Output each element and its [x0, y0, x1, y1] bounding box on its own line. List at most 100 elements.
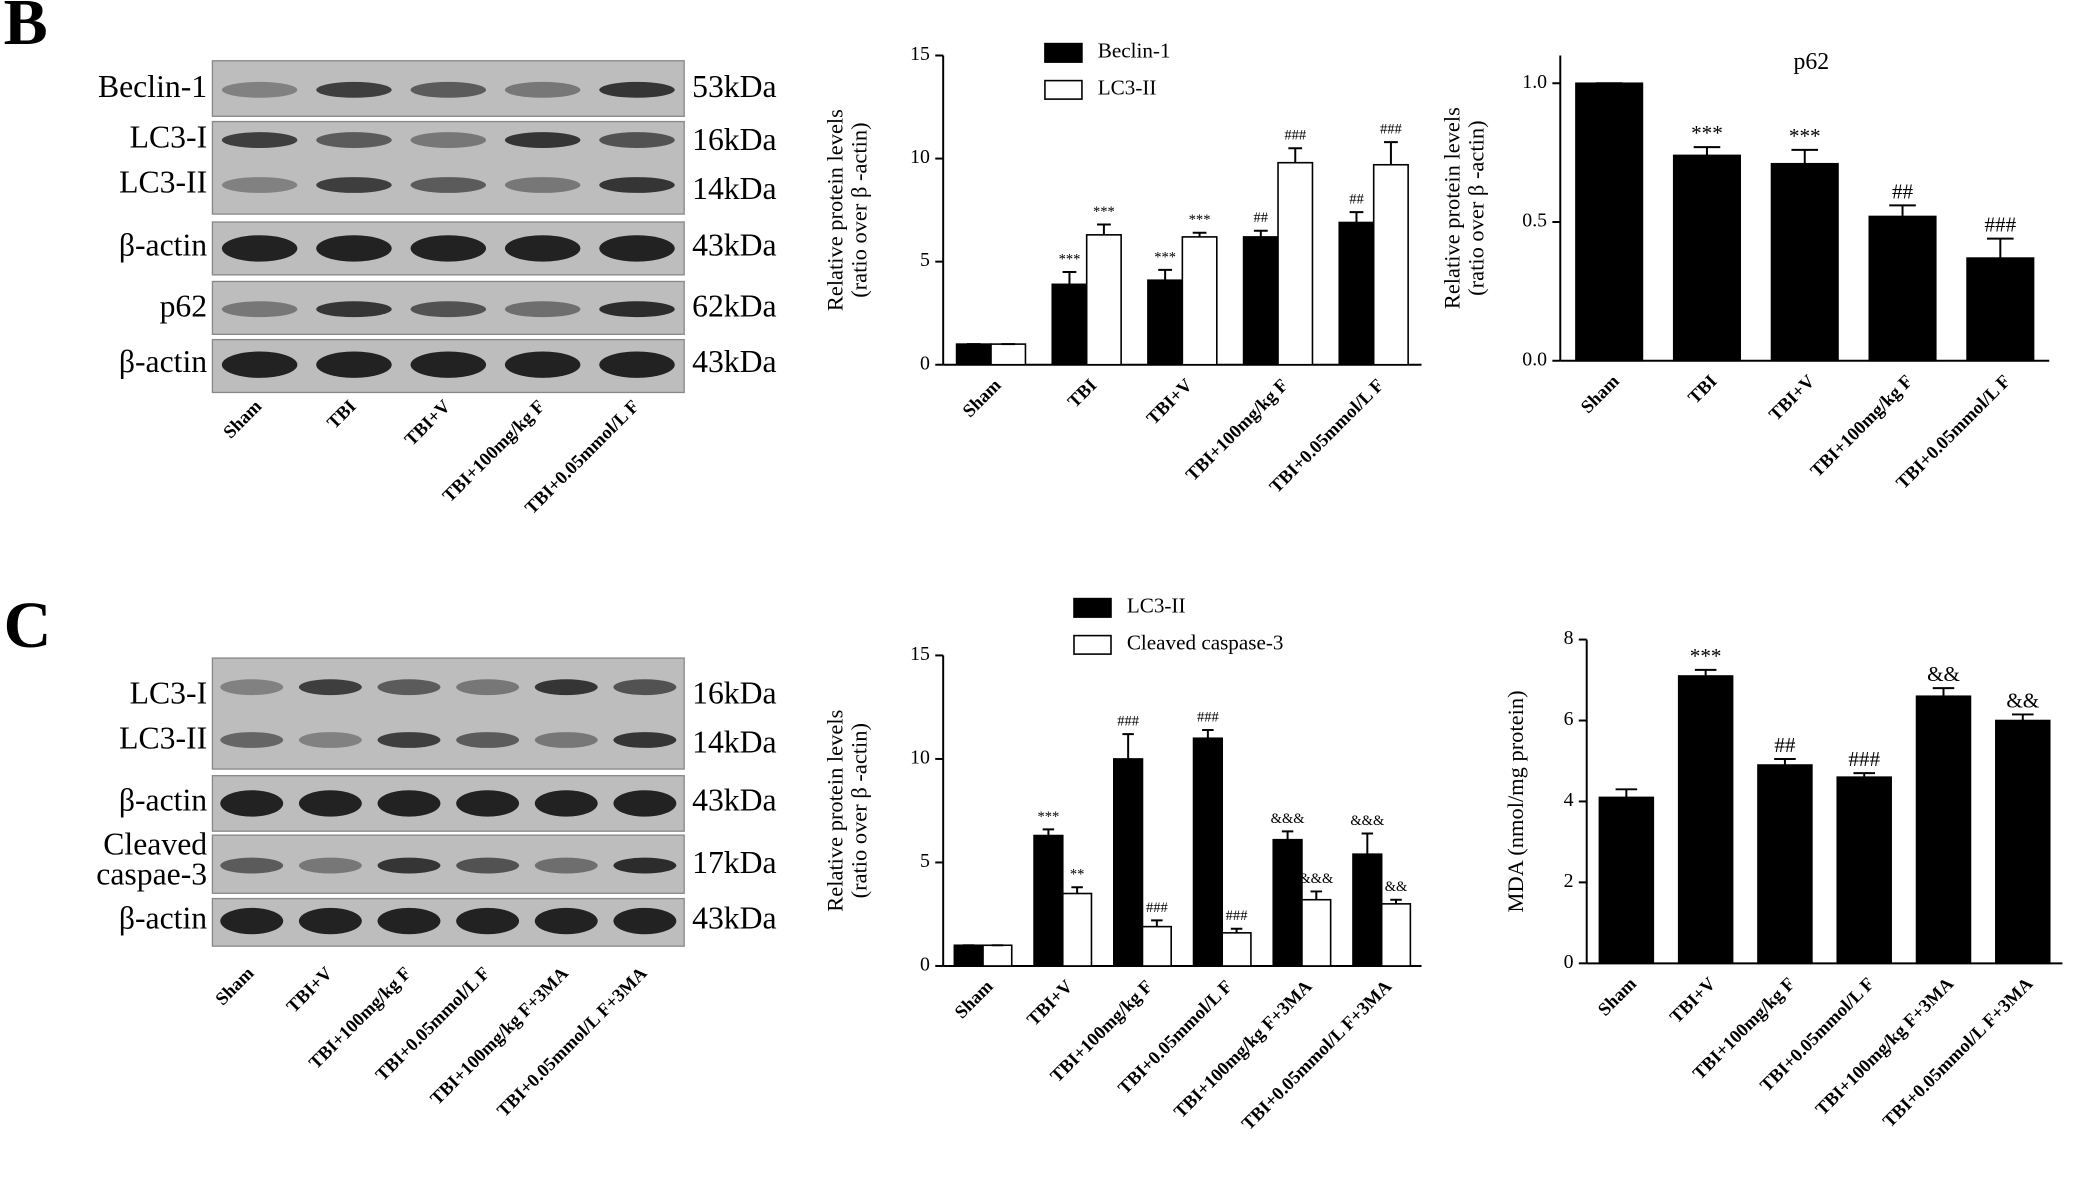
blot-band	[599, 132, 675, 148]
y-axis-label: MDA (nmol/mg protein)	[1503, 690, 1528, 912]
y-tick-label: 5	[920, 249, 930, 271]
blot-band	[504, 351, 581, 378]
blot-band	[377, 732, 441, 748]
significance-label: ###	[1117, 714, 1139, 730]
bar	[1352, 853, 1383, 967]
blot-band	[298, 857, 362, 874]
legend-label: LC3-II	[1127, 594, 1186, 618]
significance-label: &&&	[1271, 811, 1306, 827]
blot-band	[504, 81, 581, 98]
error-bar	[1361, 832, 1374, 855]
bar	[1672, 154, 1742, 362]
blot-row-label: β-actin	[119, 783, 207, 818]
bar	[1242, 236, 1279, 366]
blot-band	[377, 790, 441, 817]
blot-kda: 43kDa	[692, 900, 777, 935]
bar	[1372, 163, 1409, 366]
y-tick-label: 2	[1564, 870, 1574, 892]
blot-band	[221, 81, 298, 98]
blot-band	[599, 81, 675, 98]
bar	[953, 944, 984, 967]
significance-label: ###	[1226, 908, 1248, 924]
bar	[1051, 283, 1088, 366]
blot-band	[316, 235, 392, 262]
significance-label: &&&	[1299, 871, 1334, 887]
error-bar	[2012, 713, 2034, 721]
blot-strip	[211, 775, 685, 832]
blot-band	[221, 301, 298, 318]
blot-band	[613, 790, 677, 817]
error-bar	[1774, 757, 1796, 766]
significance-label: ###	[1146, 900, 1168, 916]
blot-band	[613, 679, 677, 696]
error-bar	[1615, 788, 1638, 798]
legend-label: LC3-II	[1098, 76, 1157, 100]
blot-band	[377, 857, 441, 874]
error-bar	[1062, 270, 1077, 285]
blot-band	[410, 301, 487, 318]
blot-kda: 14kDa	[692, 725, 777, 760]
error-bar	[1042, 828, 1055, 836]
y-tick-label: 15	[910, 643, 930, 665]
bar	[1915, 695, 1972, 965]
significance-label: &&	[1927, 662, 1960, 686]
blot-band	[221, 235, 298, 262]
error-bar	[1230, 927, 1243, 933]
bar	[1380, 903, 1412, 967]
significance-label: ###	[1284, 128, 1306, 144]
y-tick-label: 4	[1564, 789, 1574, 811]
bar	[1112, 758, 1144, 967]
bar	[1995, 719, 2051, 965]
blot-row-label: Cleaved	[103, 826, 207, 861]
blot-band	[410, 235, 487, 262]
blot-kda: 53kDa	[692, 69, 777, 104]
error-bar	[1987, 237, 2014, 259]
blot-band	[410, 132, 487, 148]
error-bar	[1281, 830, 1294, 840]
significance-label: &&	[2006, 688, 2039, 712]
y-axis-label: Relative protein levels	[1440, 107, 1465, 309]
blot-band	[456, 679, 520, 696]
bar	[990, 343, 1027, 366]
blot-strip	[211, 834, 685, 894]
significance-label: ##	[1254, 210, 1269, 226]
blot-row-label: Beclin-1	[98, 69, 207, 104]
blot-band	[599, 235, 675, 262]
blot-kda: 43kDa	[692, 344, 777, 379]
bar	[1338, 221, 1375, 366]
blot-band	[410, 177, 487, 193]
blot-band	[504, 235, 581, 262]
significance-label: ***	[1690, 644, 1722, 668]
error-bar	[1853, 772, 1875, 778]
bar	[1272, 838, 1303, 967]
significance-label: &&&	[1350, 813, 1385, 829]
significance-label: ##	[1349, 192, 1364, 208]
bar	[1061, 892, 1093, 967]
y-tick-label: 0.5	[1522, 210, 1547, 232]
error-bar	[1122, 733, 1134, 759]
chart-title: p62	[1794, 49, 1830, 75]
blot-band	[599, 177, 675, 193]
legend-swatch	[1044, 42, 1083, 63]
error-bar	[1349, 211, 1364, 223]
significance-label: ***	[1093, 204, 1115, 220]
blot-band	[534, 732, 598, 748]
error-bar	[1889, 204, 1916, 217]
bar	[1836, 776, 1892, 965]
blot-band	[534, 790, 598, 817]
bar	[1575, 82, 1644, 362]
y-axis-label: (ratio over β -actin)	[846, 122, 871, 297]
significance-label: ***	[1189, 212, 1211, 228]
blot-band	[298, 679, 362, 696]
blot-kda: 16kDa	[692, 676, 777, 711]
legend-label: Cleaved caspase-3	[1127, 631, 1284, 655]
y-tick-label: 5	[920, 850, 930, 872]
blot-row-label: LC3-II	[119, 164, 207, 199]
blot-band	[220, 907, 284, 935]
blot-row-label: β-actin	[119, 344, 207, 379]
error-bar	[1932, 687, 1955, 697]
error-bar	[1097, 223, 1111, 235]
blot-band	[377, 679, 441, 696]
error-bar	[1791, 148, 1819, 164]
